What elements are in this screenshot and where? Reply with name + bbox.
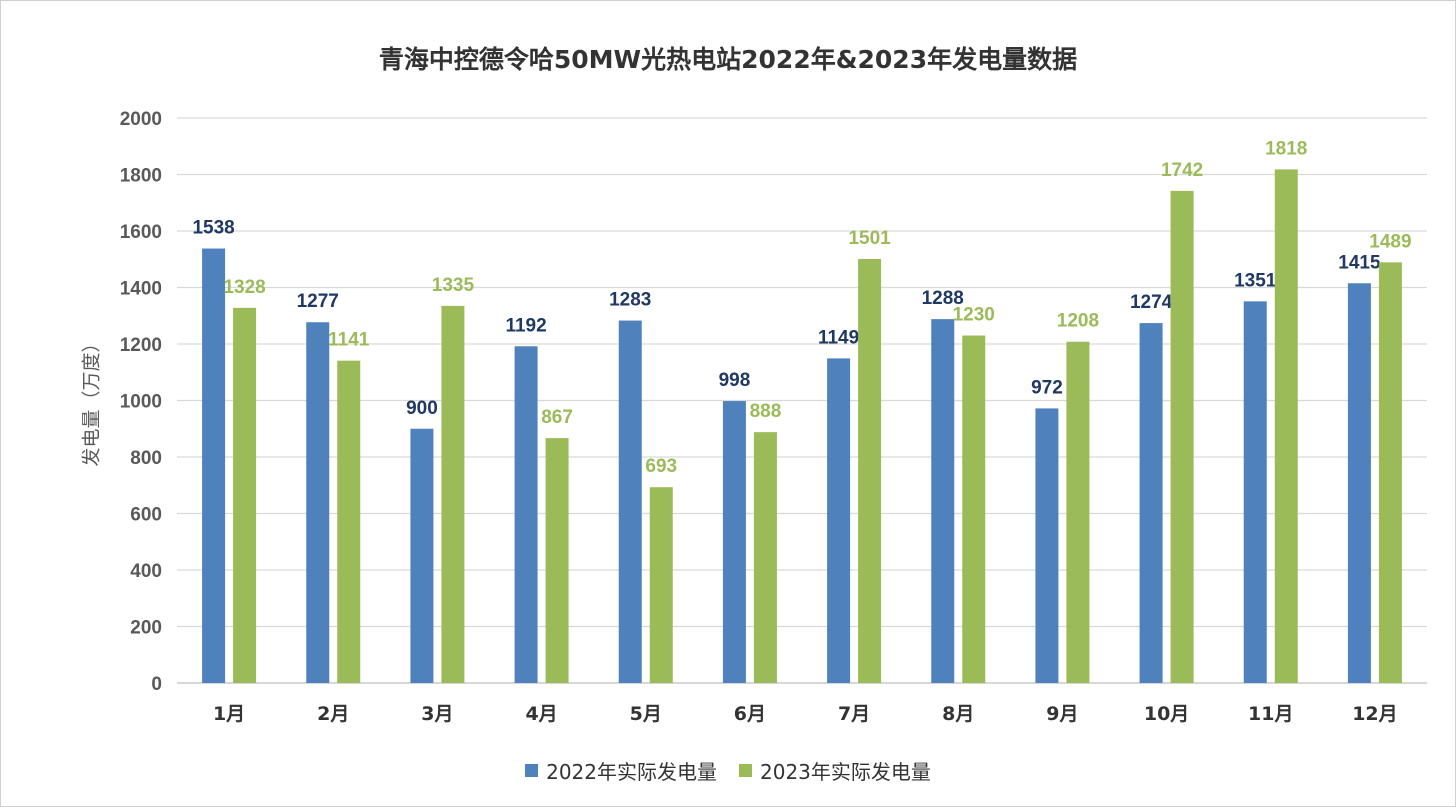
legend-item-2022: 2022年实际发电量 — [525, 756, 717, 785]
data-label-2022: 1538 — [192, 218, 234, 239]
data-label-2023: 1501 — [848, 228, 891, 249]
chart-title: 青海中控德令哈50MW光热电站2022年&2023年发电量数据 — [378, 45, 1078, 74]
data-label-2022: 998 — [719, 370, 751, 391]
legend-label: 2023年实际发电量 — [760, 760, 931, 784]
data-label-2023: 1818 — [1265, 138, 1307, 159]
bar-2023 — [962, 335, 986, 683]
data-label-2022: 972 — [1031, 377, 1063, 398]
legend-item-2023: 2023年实际发电量 — [739, 756, 931, 785]
data-label-2023: 1141 — [328, 330, 370, 351]
y-tick-label: 1600 — [120, 222, 162, 243]
x-tick-label: 12月 — [1352, 703, 1397, 725]
x-tick-label: 4月 — [525, 703, 557, 725]
bar-2022 — [618, 320, 642, 683]
bar-2022 — [1347, 283, 1371, 683]
x-tick-label: 3月 — [421, 703, 453, 725]
bar-2022 — [514, 346, 538, 683]
y-tick-label: 200 — [130, 618, 162, 639]
y-tick-label: 1200 — [120, 335, 162, 356]
bar-2022 — [931, 319, 955, 683]
y-tick-label: 600 — [130, 505, 162, 526]
data-label-2022: 900 — [406, 398, 438, 419]
bar-2023 — [1066, 341, 1090, 683]
legend-label: 2022年实际发电量 — [546, 760, 717, 784]
bar-2022 — [1035, 408, 1059, 683]
data-label-2022: 1277 — [297, 291, 339, 312]
bar-2022 — [1243, 301, 1267, 683]
data-label-2023: 1208 — [1057, 311, 1099, 332]
y-tick-label: 1400 — [120, 279, 162, 300]
data-label-2022: 1415 — [1338, 252, 1381, 273]
x-tick-label: 10月 — [1144, 703, 1189, 725]
bar-2023 — [545, 438, 569, 683]
data-label-2023: 867 — [541, 407, 573, 428]
legend: 2022年实际发电量 2023年实际发电量 — [0, 756, 1456, 785]
x-tick-label: 9月 — [1046, 703, 1078, 725]
x-tick-label: 1月 — [213, 703, 245, 725]
x-tick-label: 6月 — [734, 703, 766, 725]
data-label-2023: 1742 — [1161, 160, 1203, 181]
legend-swatch — [525, 764, 539, 777]
data-label-2023: 1328 — [223, 277, 265, 298]
bar-2023 — [233, 307, 257, 683]
bar-2023 — [1378, 262, 1402, 683]
x-tick-label: 8月 — [942, 703, 974, 725]
x-tick-label: 2月 — [317, 703, 349, 725]
bar-2022 — [1139, 323, 1163, 683]
data-label-2022: 1288 — [922, 288, 964, 309]
data-label-2022: 1149 — [818, 327, 859, 348]
y-tick-label: 1000 — [120, 392, 162, 413]
data-label-2022: 1283 — [609, 290, 651, 311]
bar-2022 — [202, 248, 226, 683]
bar-2023 — [337, 360, 361, 683]
bar-2023 — [753, 432, 777, 683]
data-label-2023: 888 — [750, 401, 782, 422]
data-label-2022: 1351 — [1234, 270, 1277, 291]
y-tick-label: 0 — [151, 674, 162, 695]
x-tick-label: 7月 — [838, 703, 870, 725]
data-label-2023: 693 — [645, 456, 677, 477]
data-label-2023: 1335 — [432, 275, 475, 296]
data-label-2022: 1274 — [1130, 292, 1173, 313]
y-tick-label: 1800 — [120, 166, 162, 187]
bar-2022 — [827, 358, 851, 683]
x-tick-label: 11月 — [1248, 703, 1293, 725]
bar-2022 — [306, 322, 330, 683]
bar-2022 — [410, 428, 434, 683]
data-label-2023: 1230 — [953, 305, 995, 326]
data-label-2023: 1489 — [1369, 231, 1411, 252]
bar-2022 — [722, 401, 746, 683]
y-tick-label: 800 — [130, 448, 162, 469]
bar-2023 — [441, 305, 465, 683]
legend-swatch — [739, 764, 752, 777]
data-label-2022: 1192 — [505, 315, 546, 336]
x-tick-label: 5月 — [630, 703, 662, 725]
bar-2023 — [1274, 169, 1298, 684]
bar-2023 — [1170, 190, 1194, 683]
bar-2023 — [649, 487, 673, 683]
y-tick-label: 2000 — [120, 109, 162, 130]
y-tick-label: 400 — [130, 561, 162, 582]
bar-2023 — [858, 258, 882, 683]
